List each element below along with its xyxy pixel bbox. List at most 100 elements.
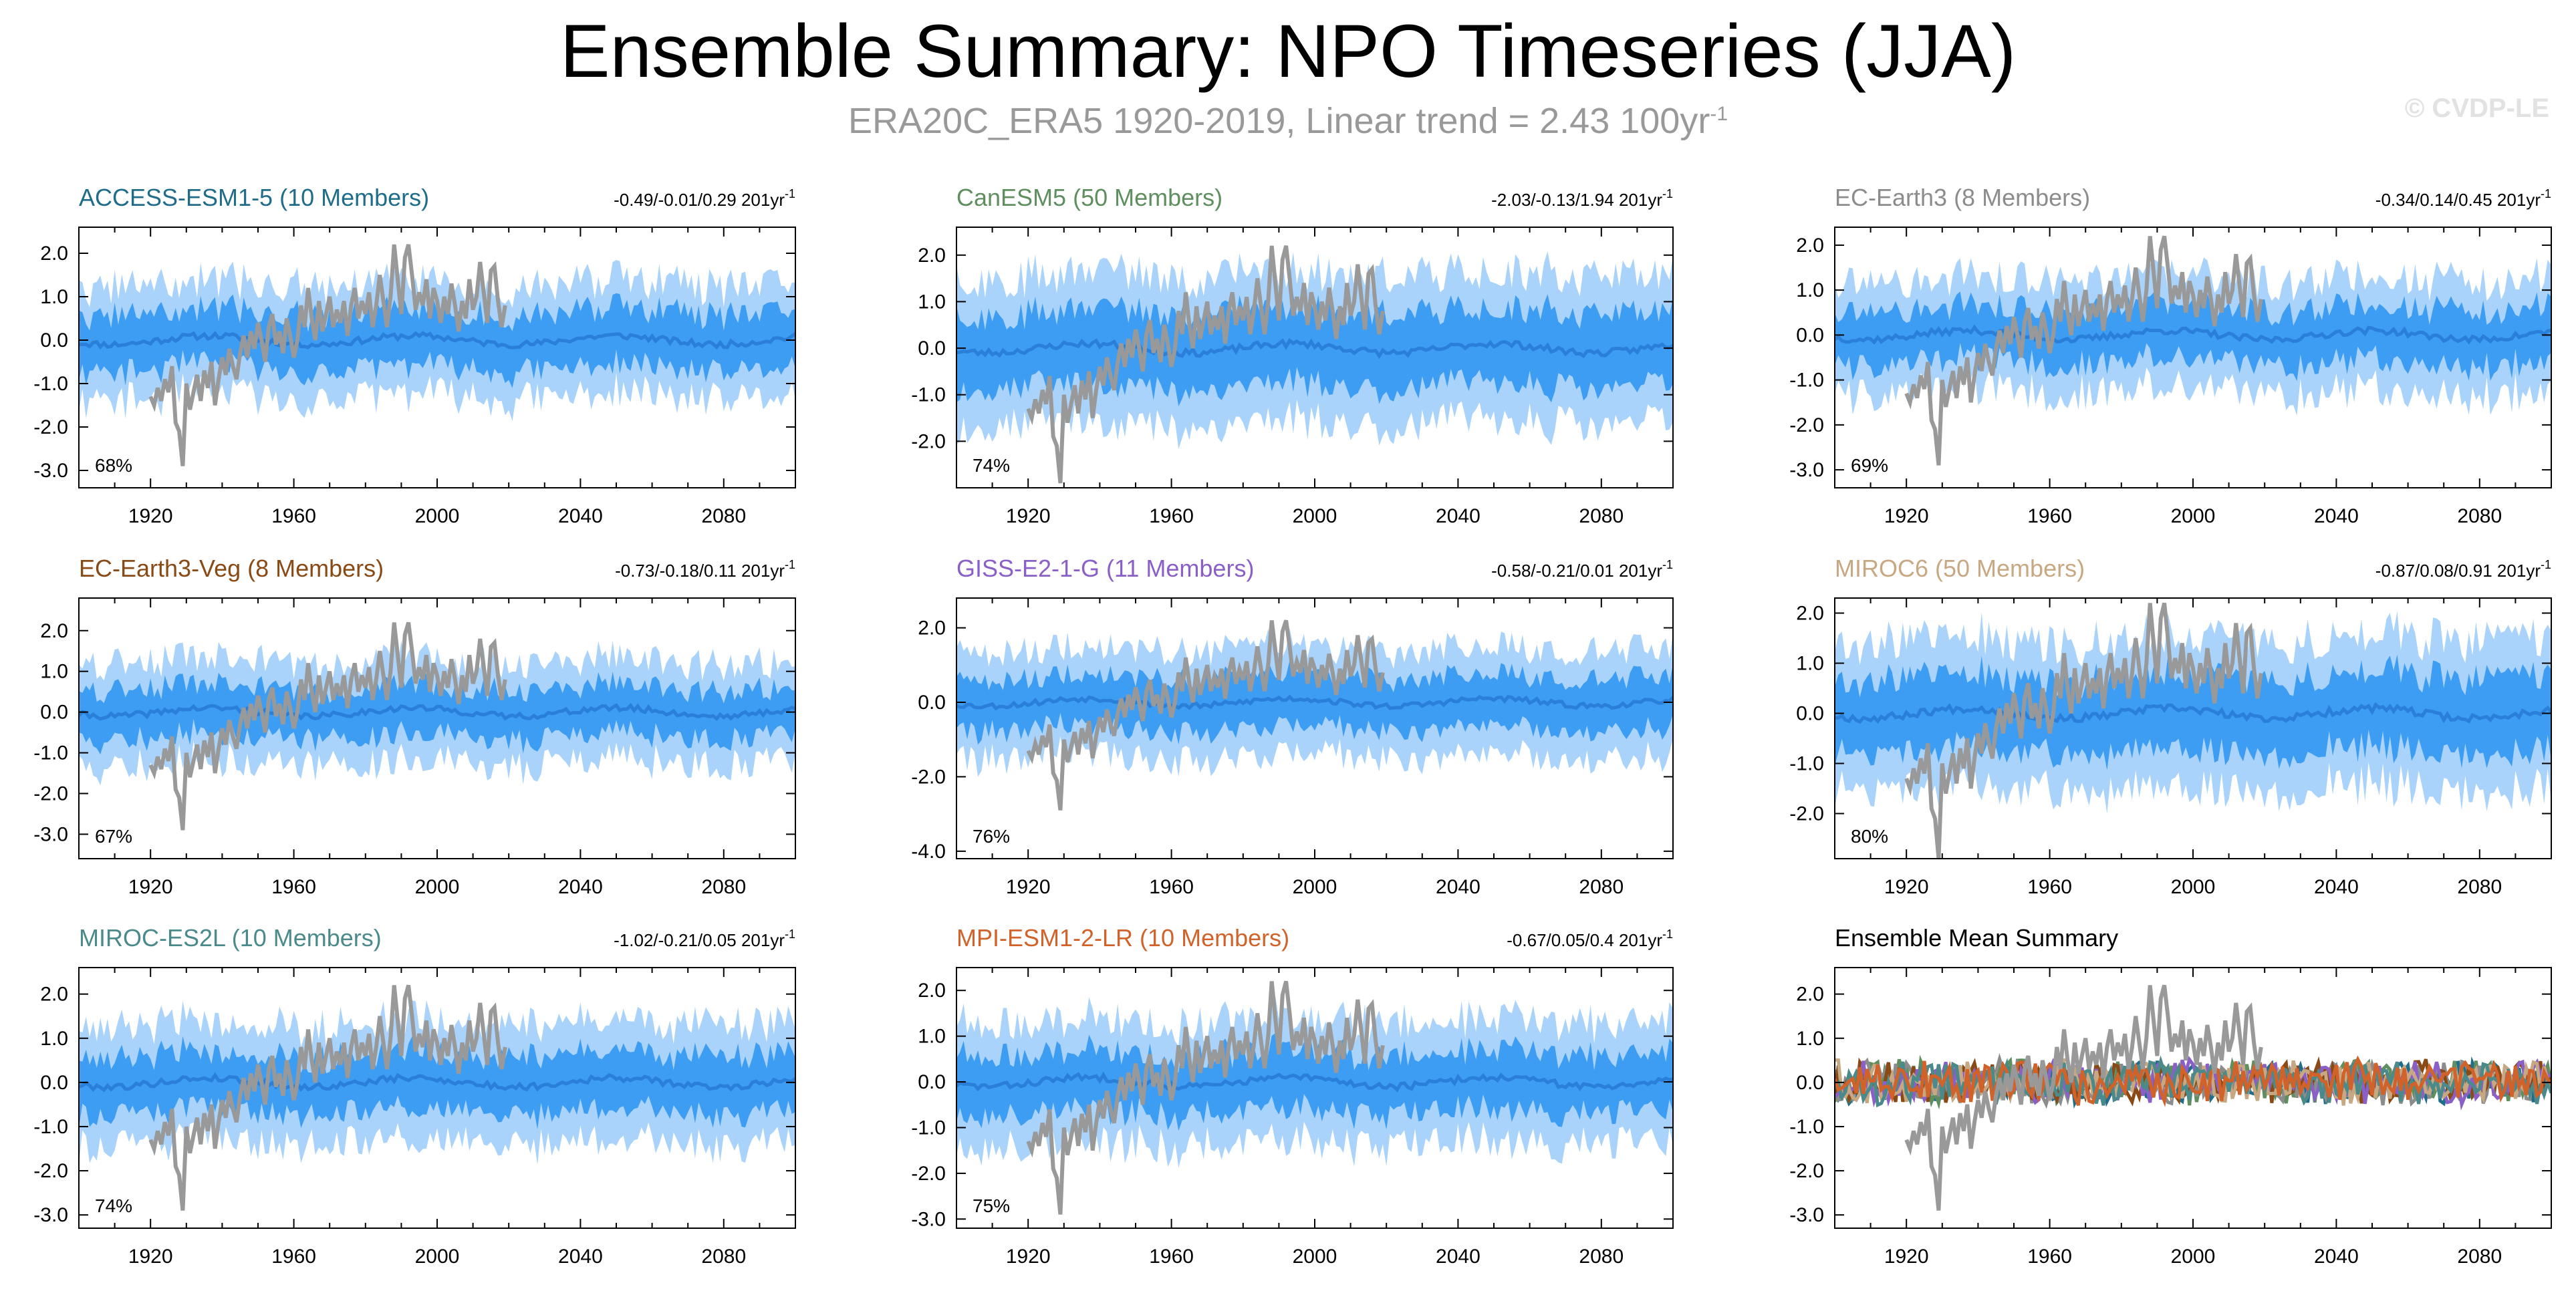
observed-series-line bbox=[148, 984, 507, 1211]
x-tick-label: 1920 bbox=[128, 505, 173, 527]
plot-area bbox=[1835, 235, 2551, 466]
y-tick-label: 0.0 bbox=[40, 329, 68, 351]
observed-series-line bbox=[1904, 235, 2263, 466]
y-tick-label: 2.0 bbox=[918, 980, 946, 1002]
x-tick-label: 2000 bbox=[415, 1246, 460, 1268]
observed-series-line bbox=[1904, 602, 2263, 859]
x-tick-label: 2080 bbox=[2457, 1246, 2502, 1268]
model-mean-line-8 bbox=[1835, 1055, 2551, 1107]
ensemble-mean-line bbox=[956, 337, 1673, 360]
y-tick-label: -3.0 bbox=[911, 1208, 946, 1230]
x-tick-label: 1920 bbox=[1884, 505, 1929, 527]
x-tick-label: 1920 bbox=[128, 1246, 173, 1268]
y-tick-label: -1.0 bbox=[911, 384, 946, 406]
x-tick-label: 1920 bbox=[1006, 1246, 1051, 1268]
inner-spread-band bbox=[956, 1033, 1673, 1131]
x-tick-label: 1960 bbox=[271, 876, 316, 898]
x-tick-label: 2000 bbox=[1293, 876, 1337, 898]
percent-label: 75% bbox=[973, 1195, 1010, 1216]
y-tick-label: 1.0 bbox=[40, 1028, 68, 1050]
figure-subtitle: ERA20C_ERA5 1920-2019, Linear trend = 2.… bbox=[0, 100, 2576, 142]
y-tick-label: 0.0 bbox=[1796, 324, 1824, 346]
y-tick-label: -2.0 bbox=[33, 1160, 68, 1182]
figure-title: Ensemble Summary: NPO Timeseries (JJA) bbox=[559, 9, 2017, 93]
y-tick-label: 2.0 bbox=[1796, 235, 1824, 257]
y-tick-label: -1.0 bbox=[1789, 1116, 1824, 1138]
inner-spread-band bbox=[1835, 291, 2551, 382]
x-tick-label: 2000 bbox=[2171, 1246, 2216, 1268]
y-tick-label: 1.0 bbox=[40, 286, 68, 308]
y-tick-label: -1.0 bbox=[33, 742, 68, 764]
percent-label: 68% bbox=[95, 455, 132, 476]
x-tick-label: 2000 bbox=[415, 505, 460, 527]
panel-7: 1920 1960 2000 2040 2080 2.0 1.0 0.0 -1.0 -2.0 -3.… bbox=[33, 924, 796, 1268]
ensemble-mean-line bbox=[79, 331, 795, 350]
ensemble-mean-line bbox=[956, 1071, 1673, 1093]
subtitle-exponent: -1 bbox=[1710, 103, 1728, 125]
y-tick-label: -3.0 bbox=[33, 1204, 68, 1226]
x-tick-label: 2080 bbox=[701, 876, 746, 898]
y-tick-label: -2.0 bbox=[1789, 414, 1824, 436]
y-tick-label: 0.0 bbox=[1796, 1072, 1824, 1094]
x-tick-label: 2040 bbox=[2314, 1246, 2359, 1268]
x-tick-label: 1960 bbox=[271, 1246, 316, 1268]
x-tick-label: 2080 bbox=[2457, 876, 2502, 898]
trend-label: -0.87/0.08/0.91 201yr-1 bbox=[2375, 558, 2551, 581]
x-tick-label: 1920 bbox=[128, 876, 173, 898]
x-tick-label: 1920 bbox=[1884, 876, 1929, 898]
x-tick-label: 1960 bbox=[1149, 876, 1194, 898]
y-tick-label: 1.0 bbox=[1796, 653, 1824, 675]
panel-2: 1920 1960 2000 2040 2080 2.0 1.0 0.0 -1.0 -2.0 Can… bbox=[911, 184, 1674, 527]
observed-series-line bbox=[148, 621, 507, 831]
y-tick-label: -1.0 bbox=[33, 373, 68, 395]
y-tick-label: 1.0 bbox=[1796, 1028, 1824, 1050]
trend-label: -0.58/-0.21/0.01 201yr-1 bbox=[1491, 558, 1673, 581]
x-tick-label: 2040 bbox=[558, 505, 603, 527]
percent-label: 76% bbox=[973, 826, 1010, 847]
y-tick-label: -3.0 bbox=[1789, 1204, 1824, 1226]
plot-area bbox=[79, 984, 795, 1211]
y-tick-label: 2.0 bbox=[40, 243, 68, 265]
plot-area bbox=[79, 244, 795, 466]
y-tick-label: -2.0 bbox=[33, 783, 68, 805]
y-tick-label: 1.0 bbox=[918, 1026, 946, 1048]
x-tick-label: 2000 bbox=[415, 876, 460, 898]
percent-label: 80% bbox=[1851, 826, 1888, 847]
ensemble-mean-line bbox=[79, 1072, 795, 1093]
y-tick-label: 0.0 bbox=[40, 702, 68, 724]
x-tick-label: 2000 bbox=[1293, 1246, 1337, 1268]
panel-6: 1920 1960 2000 2040 2080 2.0 1.0 0.0 -1.0 -2.0 MIR… bbox=[1789, 555, 2552, 898]
x-tick-label: 2040 bbox=[558, 876, 603, 898]
ensemble-mean-line bbox=[1835, 702, 2551, 724]
x-tick-label: 2040 bbox=[1436, 505, 1480, 527]
y-tick-label: 2.0 bbox=[918, 245, 946, 267]
panel-4: 1920 1960 2000 2040 2080 2.0 1.0 0.0 -1.0 -2.0 -3.… bbox=[33, 555, 796, 898]
y-tick-label: 2.0 bbox=[1796, 603, 1824, 625]
observed-series-line bbox=[148, 244, 507, 466]
y-tick-label: 0.0 bbox=[918, 1071, 946, 1093]
x-tick-label: 1920 bbox=[1884, 1246, 1929, 1268]
y-tick-label: 0.0 bbox=[1796, 703, 1824, 725]
plot-area bbox=[1835, 602, 2551, 859]
observed-series-line bbox=[1026, 245, 1385, 484]
plot-area bbox=[956, 245, 1673, 484]
y-tick-label: 0.0 bbox=[918, 337, 946, 360]
inner-spread-band bbox=[79, 671, 795, 755]
y-tick-label: -1.0 bbox=[1789, 753, 1824, 775]
model-mean-line-5 bbox=[1835, 1055, 2551, 1111]
x-tick-label: 2080 bbox=[701, 1246, 746, 1268]
y-tick-label: -3.0 bbox=[33, 823, 68, 845]
ensemble-mean-line bbox=[79, 702, 795, 722]
panel-9: 1920 1960 2000 2040 2080 2.0 1.0 0.0 -1.0 -2.0 -3.… bbox=[1789, 924, 2552, 1268]
y-tick-label: 2.0 bbox=[40, 620, 68, 642]
observed-series-line bbox=[1026, 619, 1385, 811]
panel-title: MIROC6 (50 Members) bbox=[1835, 555, 2085, 582]
trend-label: -1.02/-0.21/0.05 201yr-1 bbox=[614, 927, 795, 950]
ensemble-mean-line bbox=[956, 694, 1673, 711]
x-tick-label: 1960 bbox=[271, 505, 316, 527]
y-tick-label: 2.0 bbox=[918, 617, 946, 639]
y-tick-label: 2.0 bbox=[40, 984, 68, 1006]
panel-title: ACCESS-ESM1-5 (10 Members) bbox=[79, 184, 429, 211]
percent-label: 67% bbox=[95, 826, 132, 847]
panel-title: MIROC-ES2L (10 Members) bbox=[79, 924, 382, 952]
